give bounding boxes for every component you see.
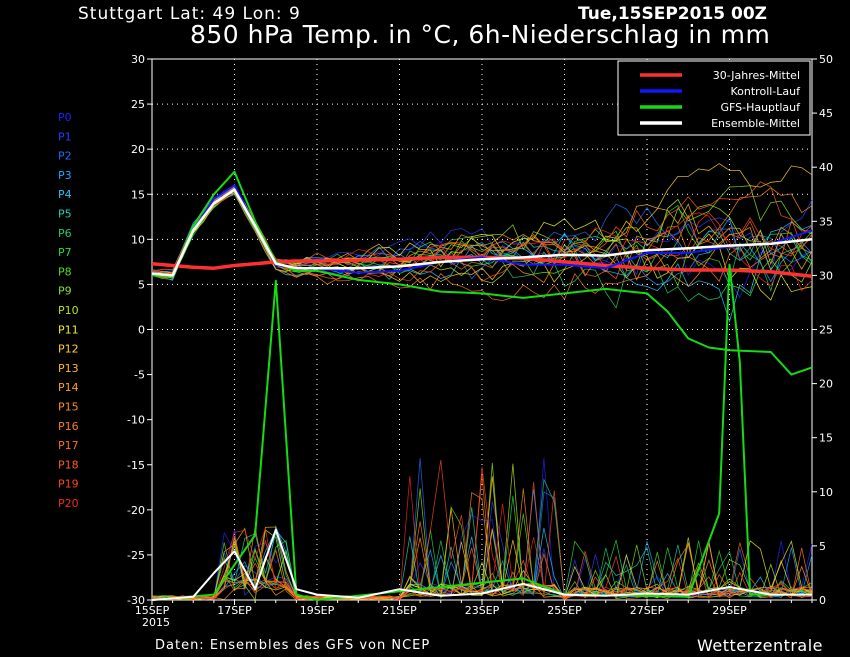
y-left-tick-label: 15 xyxy=(131,188,145,201)
member-labels: P0 P1 P2 P3 P4 P5 P6 P7 P8 P9 P10 P11 P12 P13 P14 P15 P1… xyxy=(58,111,79,510)
member-label: P14 xyxy=(58,381,79,394)
y-right-tick-label: 10 xyxy=(819,486,833,499)
x-tick-sublabel: 2015 xyxy=(142,616,170,629)
member-label: P16 xyxy=(58,420,79,433)
y-left-tick-label: -20 xyxy=(127,504,145,517)
member-label: P2 xyxy=(58,150,72,163)
legend-label: 30-Jahres-Mittel xyxy=(713,69,800,82)
member-label: P15 xyxy=(58,401,79,414)
member-label: P19 xyxy=(58,478,79,491)
member-label: P13 xyxy=(58,362,79,375)
member-label: P5 xyxy=(58,208,72,221)
y-right-tick-label: 15 xyxy=(819,432,833,445)
member-precip-line xyxy=(151,527,813,601)
x-tick-label: 17SEP xyxy=(217,604,252,617)
member-label: P11 xyxy=(58,323,79,336)
member-precip-line xyxy=(151,474,813,601)
series-gfs-hauptlauf xyxy=(151,170,813,376)
member-label: P3 xyxy=(58,169,72,182)
y-right-tick-label: 5 xyxy=(819,540,826,553)
chart-title: 850 hPa Temp. in °C, 6h-Niederschlag in … xyxy=(190,20,771,49)
member-temp-line xyxy=(151,188,813,292)
series-mean-precip xyxy=(151,528,812,601)
legend-label: GFS-Hauptlauf xyxy=(720,101,801,114)
x-tick-label: 23SEP xyxy=(465,604,500,617)
y-left-tick-label: -30 xyxy=(127,594,145,607)
member-precip-line xyxy=(151,542,813,601)
member-label: P1 xyxy=(58,130,72,143)
ensemble-spaghetti xyxy=(151,163,813,602)
y-left-tick-label: -10 xyxy=(127,414,145,427)
run-time-label: Tue,15SEP2015 00Z xyxy=(578,4,768,24)
data-source-label: Daten: Ensembles des GFS von NCEP xyxy=(155,638,431,653)
series-ensemble-mittel xyxy=(151,188,813,277)
member-precip-line xyxy=(151,475,813,601)
legend-label: Ensemble-Mittel xyxy=(711,117,800,130)
grid xyxy=(152,59,812,600)
member-temp-line xyxy=(151,189,813,301)
y-left-tick-label: -25 xyxy=(127,549,145,562)
y-right-tick-label: 35 xyxy=(819,215,833,228)
member-label: P6 xyxy=(58,227,72,240)
member-label: P9 xyxy=(58,285,72,298)
member-label: P20 xyxy=(58,497,79,510)
y-left-tick-label: 5 xyxy=(138,278,145,291)
y-left-tick-label: 30 xyxy=(131,53,145,66)
y-right-tick-label: 40 xyxy=(819,161,833,174)
y-right-tick-label: 45 xyxy=(819,107,833,120)
member-label: P10 xyxy=(58,304,79,317)
y-left-tick-label: 10 xyxy=(131,233,145,246)
member-label: P8 xyxy=(58,265,72,278)
member-label: P4 xyxy=(58,188,72,201)
y-left-tick-label: -15 xyxy=(127,459,145,472)
x-tick-label: 29SEP xyxy=(712,604,747,617)
x-tick-label: 19SEP xyxy=(300,604,335,617)
y-right-tick-label: 0 xyxy=(819,594,826,607)
series-gfs-precip xyxy=(151,263,812,601)
member-label: P7 xyxy=(58,246,72,259)
member-label: P17 xyxy=(58,439,79,452)
y-left-tick-label: 0 xyxy=(138,324,145,337)
y-left-tick-label: 20 xyxy=(131,143,145,156)
legend: 30-Jahres-Mittel Kontroll-Lauf GFS-Hauptla… xyxy=(617,60,811,136)
member-temp-line xyxy=(151,187,813,285)
x-tick-label: 27SEP xyxy=(630,604,665,617)
member-label: P18 xyxy=(58,458,79,471)
series--jahres-mittel xyxy=(151,255,813,279)
y-right-tick-label: 20 xyxy=(819,378,833,391)
y-left-tick-label: -5 xyxy=(134,369,145,382)
y-right-tick-label: 30 xyxy=(819,269,833,282)
series-kontroll-lauf xyxy=(151,184,813,277)
y-right-tick-label: 50 xyxy=(819,53,833,66)
y-right-tick-label: 25 xyxy=(819,324,833,337)
main-series xyxy=(151,170,813,601)
x-tick-label: 15SEP xyxy=(135,604,170,617)
member-label: P12 xyxy=(58,343,79,356)
member-label: P0 xyxy=(58,111,72,124)
legend-label: Kontroll-Lauf xyxy=(731,85,802,98)
x-tick-label: 25SEP xyxy=(547,604,582,617)
brand-label: Wetterzentrale xyxy=(697,636,824,655)
y-left-tick-label: 25 xyxy=(131,98,145,111)
member-precip-line xyxy=(151,459,813,600)
x-tick-label: 21SEP xyxy=(382,604,417,617)
location-label: Stuttgart Lat: 49 Lon: 9 xyxy=(78,4,301,24)
